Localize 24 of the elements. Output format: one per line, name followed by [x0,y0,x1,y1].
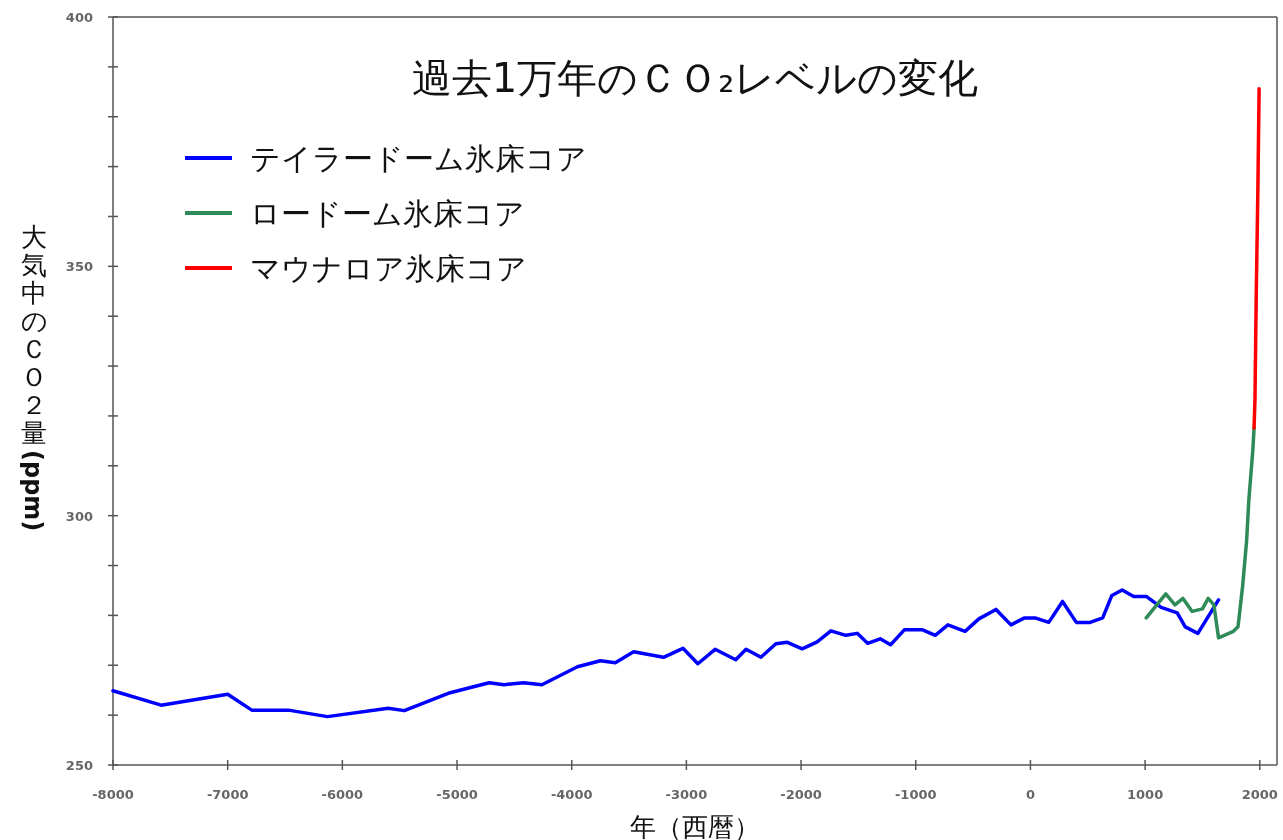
legend-label: ロードーム氷床コア [250,196,525,231]
x-tick-label: 1000 [1127,787,1164,802]
x-axis-title: 年（西暦） [630,812,760,840]
x-tick-label: -1000 [894,787,937,802]
line-series [111,588,1221,719]
y-tick-label: 300 [65,508,93,524]
x-tick-label: -7000 [206,787,249,802]
x-tick-label: -3000 [665,787,708,802]
x-tick-label: 0 [1025,787,1035,802]
text: 過去1万年のＣＯ₂レベルの変化 [411,55,979,101]
legend-label: マウナロア氷床コア [250,251,527,286]
y-tick-label: 250 [65,758,93,773]
y-tick-label: 350 [65,259,93,275]
legend-label: テイラードーム氷床コア [250,141,587,176]
x-tick-label: 2000 [1241,787,1278,802]
x-tick-label: -2000 [780,787,822,802]
y-tick-label: 400 [65,10,93,25]
x-tick-label: -6000 [321,787,364,802]
text: 大気中のＣＯ２量 (ppm) [19,222,48,532]
x-tick-label: -8000 [92,787,134,802]
line-series [1144,426,1256,640]
x-tick-label: -4000 [550,787,593,802]
x-tick-label: -5000 [436,787,478,802]
line-series [1252,87,1261,430]
